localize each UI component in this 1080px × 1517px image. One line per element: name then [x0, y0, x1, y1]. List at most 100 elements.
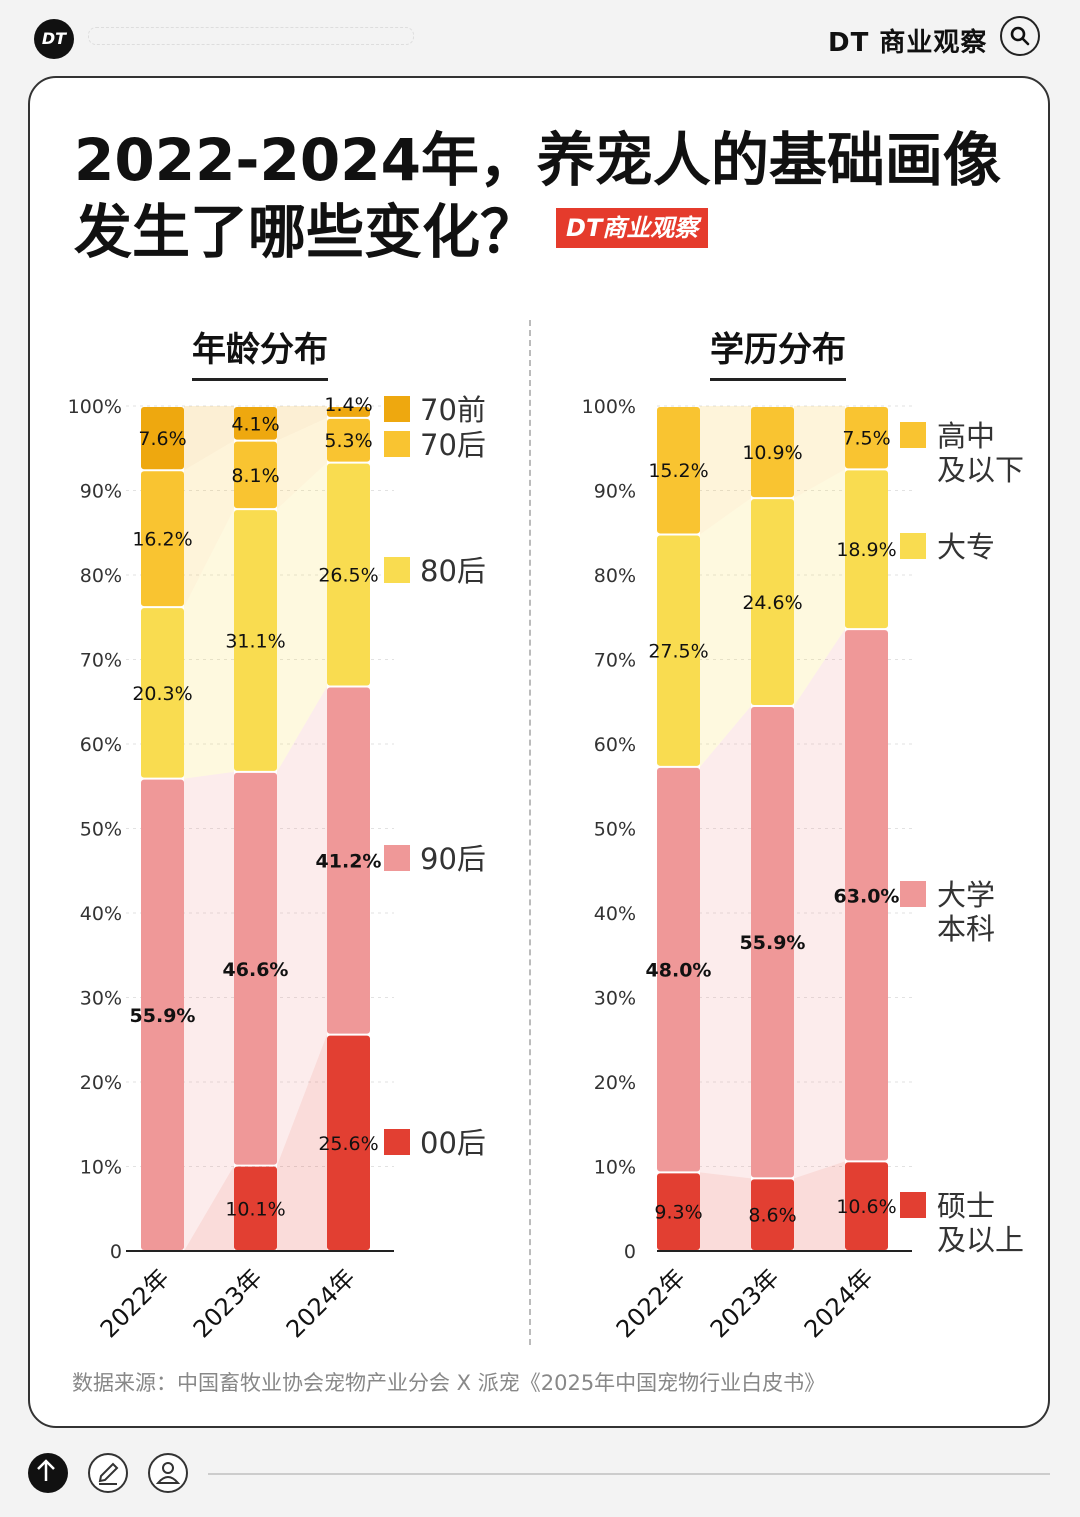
edu-data-label: 10.9% — [742, 442, 802, 464]
age-y-tick-label: 0 — [110, 1241, 122, 1263]
edit-button[interactable] — [88, 1453, 128, 1493]
edu-data-label: 10.6% — [836, 1196, 896, 1218]
age-band — [277, 406, 327, 441]
edu-data-label: 24.6% — [742, 592, 802, 614]
age-legend-label: 00后 — [420, 1126, 486, 1160]
age-data-label: 41.2% — [316, 851, 382, 873]
age-band — [184, 406, 234, 471]
age-y-tick-label: 10% — [80, 1157, 122, 1179]
edu-band — [794, 406, 845, 499]
edu-band — [700, 498, 751, 767]
age-y-tick-label: 50% — [80, 819, 122, 841]
search-button[interactable] — [1000, 16, 1040, 56]
edu-data-label: 55.9% — [740, 932, 806, 954]
age-y-tick-label: 100% — [68, 396, 122, 418]
age-bar-segment — [141, 779, 184, 1250]
age-data-label: 4.1% — [231, 413, 279, 435]
age-y-tick-label: 90% — [80, 481, 122, 503]
edu-y-tick-label: 40% — [594, 903, 636, 925]
profile-button[interactable] — [148, 1453, 188, 1493]
age-band — [277, 1034, 327, 1251]
edu-bar-segment — [751, 1179, 794, 1250]
age-band — [184, 509, 234, 779]
edu-bar-segment — [845, 407, 888, 469]
edu-y-tick-label: 50% — [594, 819, 636, 841]
edu-bar-segment — [845, 1162, 888, 1250]
title-line-2-text: 发生了哪些变化？ — [74, 198, 539, 266]
age-y-tick-label: 30% — [80, 988, 122, 1010]
age-data-label: 26.5% — [318, 565, 378, 587]
arrow-up-icon — [37, 1459, 55, 1481]
edu-x-tick-label: 2022年 — [611, 1263, 691, 1343]
age-data-label: 1.4% — [324, 394, 372, 416]
age-x-tick-label: 2022年 — [95, 1263, 175, 1343]
edu-data-label: 15.2% — [648, 460, 708, 482]
age-y-tick-label: 20% — [80, 1072, 122, 1094]
edu-legend-swatch — [900, 1192, 926, 1218]
age-x-tick-label: 2024年 — [281, 1263, 361, 1343]
age-legend-label: 90后 — [420, 842, 486, 876]
edu-chart-title-text: 学历分布 — [710, 330, 846, 370]
age-legend-label: 70前 — [420, 393, 486, 427]
pencil-icon — [98, 1462, 119, 1485]
edu-x-tick-label: 2024年 — [799, 1263, 879, 1343]
page-title: 2022-2024年，养宠人的基础画像 发生了哪些变化？ DT商业观察 — [74, 124, 1001, 268]
edu-legend-label: 及以上 — [937, 1223, 1024, 1257]
edu-band — [700, 705, 751, 1179]
edu-data-label: 8.6% — [748, 1205, 796, 1227]
edu-data-label: 7.5% — [842, 428, 890, 450]
dt-logo[interactable]: DT — [34, 19, 74, 59]
bottom-divider — [208, 1473, 1050, 1475]
edu-y-tick-label: 0 — [624, 1241, 636, 1263]
edu-legend-swatch — [900, 422, 926, 448]
age-bar-segment — [141, 608, 184, 778]
age-chart-title: 年龄分布 — [192, 322, 328, 381]
age-bar-segment — [327, 407, 370, 417]
edu-legend-swatch — [900, 533, 926, 559]
edu-y-tick-label: 100% — [582, 396, 636, 418]
edu-y-tick-label: 90% — [594, 481, 636, 503]
age-bar-segment — [234, 510, 277, 771]
age-y-tick-label: 70% — [80, 650, 122, 672]
age-bar-segment — [234, 407, 277, 440]
edu-y-tick-label: 70% — [594, 650, 636, 672]
edu-bar-segment — [657, 535, 700, 766]
edu-legend-label: 本科 — [937, 912, 995, 946]
age-band — [277, 462, 327, 772]
scroll-top-button[interactable] — [28, 1453, 68, 1493]
title-line-2: 发生了哪些变化？ DT商业观察 — [74, 196, 1001, 268]
edu-data-label: 9.3% — [654, 1202, 702, 1224]
edu-y-tick-label: 60% — [594, 734, 636, 756]
edu-data-label: 27.5% — [648, 641, 708, 663]
chart-divider — [529, 320, 531, 1345]
edu-y-tick-label: 20% — [594, 1072, 636, 1094]
edu-y-tick-label: 10% — [594, 1157, 636, 1179]
edu-bar-segment — [845, 470, 888, 629]
age-band — [184, 771, 234, 1251]
age-y-tick-label: 60% — [80, 734, 122, 756]
edu-data-label: 48.0% — [646, 960, 712, 982]
edu-band — [794, 469, 845, 706]
data-source: 数据来源：中国畜牧业协会宠物产业分会 X 派宠《2025年中国宠物行业白皮书》 — [72, 1371, 826, 1395]
edu-bar-segment — [751, 499, 794, 705]
age-y-tick-label: 40% — [80, 903, 122, 925]
edu-bar-segment — [845, 630, 888, 1161]
age-legend-label: 80后 — [420, 554, 486, 588]
age-band — [277, 686, 327, 1166]
edu-band — [700, 1172, 751, 1251]
age-band — [277, 417, 327, 510]
age-data-label: 7.6% — [138, 428, 186, 450]
age-bar-segment — [327, 418, 370, 462]
age-bar-segment — [234, 1166, 277, 1250]
age-data-label: 8.1% — [231, 465, 279, 487]
edu-band — [700, 406, 751, 535]
edu-bar-segment — [657, 767, 700, 1172]
age-legend-swatch — [384, 1129, 410, 1155]
edu-chart-title-underline — [710, 378, 846, 381]
age-legend-swatch — [384, 396, 410, 422]
edu-legend-label: 硕士 — [937, 1189, 995, 1223]
age-bar-segment — [327, 1035, 370, 1250]
edu-data-label: 18.9% — [836, 539, 896, 561]
age-y-tick-label: 80% — [80, 565, 122, 587]
